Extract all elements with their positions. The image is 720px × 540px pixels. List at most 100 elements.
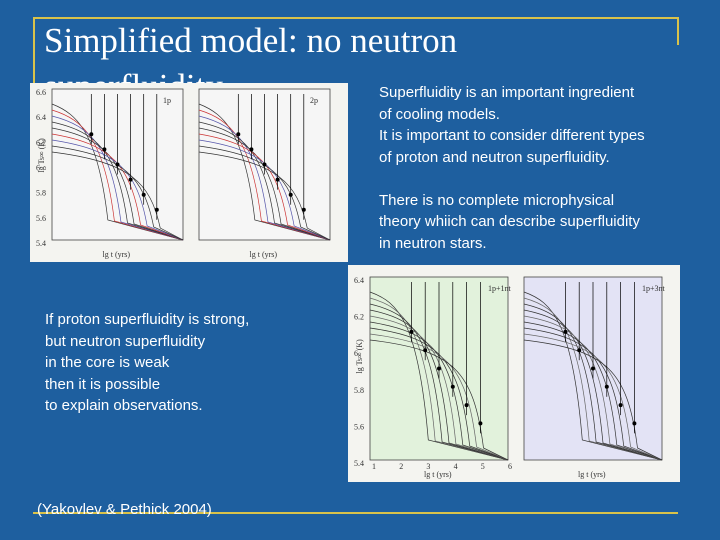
observation	[478, 421, 483, 426]
curve	[198, 151, 331, 241]
curve	[369, 327, 509, 461]
y-label: lg Ts∞ (K)	[37, 138, 46, 173]
observation	[563, 329, 568, 334]
x-tick-label: 4	[454, 462, 458, 471]
text-line	[379, 168, 645, 190]
curve	[523, 297, 663, 461]
x-tick-label: 1	[372, 462, 376, 471]
text-line: There is no complete microphysical	[379, 191, 615, 209]
y-tick-label: 6.2	[36, 138, 46, 147]
y-tick-label: 6	[354, 349, 358, 358]
x-tick-label: 6	[508, 462, 512, 471]
observation	[141, 192, 146, 197]
curve	[523, 291, 663, 461]
observation	[464, 403, 469, 408]
curve	[51, 145, 184, 241]
curve	[51, 151, 184, 241]
observation	[236, 132, 241, 137]
panel-label: 2p	[310, 96, 318, 105]
curve	[369, 339, 509, 461]
text-line: to explain observations.	[45, 397, 203, 414]
y-tick-label: 6.6	[36, 88, 46, 97]
text-line: of cooling models.	[379, 105, 500, 123]
observation	[275, 177, 280, 182]
y-tick-label: 5.6	[36, 214, 46, 223]
x-tick-label: 3	[426, 462, 430, 471]
observation	[102, 147, 107, 152]
x-tick-label: 5	[481, 462, 485, 471]
observation	[409, 329, 414, 334]
curve	[51, 103, 184, 241]
curve	[369, 303, 509, 461]
text-line: of proton and neutron superfluidity.	[379, 148, 610, 166]
curve	[198, 145, 331, 241]
y-label: lg Ts∞ (K)	[355, 339, 364, 374]
x-label: lg t (yrs)	[103, 250, 131, 259]
observation	[577, 348, 582, 353]
observation	[249, 147, 254, 152]
right-text: Superfluidity is an important ingredient…	[379, 82, 645, 254]
rule	[33, 17, 678, 19]
curve	[51, 109, 184, 241]
curve	[51, 127, 184, 241]
curve	[523, 333, 663, 461]
curve	[369, 333, 509, 461]
observation	[154, 207, 159, 212]
curve	[198, 109, 331, 241]
observation	[604, 384, 609, 389]
y-tick-label: 5.8	[354, 386, 364, 395]
observation	[437, 366, 441, 371]
y-tick-label: 6.4	[36, 113, 46, 122]
y-tick-label: 5.4	[354, 459, 364, 468]
curve	[369, 291, 509, 461]
x-label: lg t (yrs)	[250, 250, 278, 259]
observation	[89, 132, 94, 137]
text-line: If proton superfluidity is strong,	[45, 311, 250, 328]
rule	[33, 17, 35, 107]
observation	[115, 162, 120, 167]
text-line: then it is possible	[45, 375, 161, 393]
text-line: It is important to consider different ty…	[379, 127, 645, 144]
rule	[33, 512, 678, 514]
observation	[423, 348, 428, 353]
observation	[450, 384, 455, 389]
curve	[369, 309, 509, 461]
curve	[523, 339, 663, 461]
curve	[523, 303, 663, 461]
curve	[523, 327, 663, 461]
text-line: in neutron stars.	[379, 234, 487, 252]
observation	[262, 162, 267, 167]
text-line: theory whiich can describe superfluidity	[379, 213, 640, 230]
text-line: in the core is weak	[45, 354, 170, 371]
y-tick-label: 6.2	[354, 313, 364, 322]
rule	[677, 17, 679, 45]
y-tick-label: 6	[36, 164, 40, 173]
citation: (Yakovlev & Pethick 2004)	[37, 501, 212, 518]
curve	[369, 297, 509, 461]
observation	[288, 192, 293, 197]
x-label: lg t (yrs)	[424, 470, 452, 479]
curve	[198, 103, 331, 241]
panel-label: 1p+3nt	[642, 284, 666, 293]
observation	[618, 403, 623, 408]
panel-label: 1p	[163, 96, 171, 105]
curve	[198, 127, 331, 241]
text-line: but neutron superfluidity	[45, 332, 206, 350]
y-tick-label: 5.4	[36, 239, 46, 248]
observation	[591, 366, 595, 371]
x-label: lg t (yrs)	[578, 470, 606, 479]
x-tick-label: 2	[399, 462, 403, 471]
panel-label: 1p+1nt	[488, 284, 512, 293]
text-line: Superfluidity is an important ingredient	[379, 84, 635, 101]
curve	[523, 309, 663, 461]
y-tick-label: 6.4	[354, 276, 364, 285]
curve	[198, 115, 331, 241]
curve	[51, 115, 184, 241]
observation	[301, 207, 306, 212]
observation	[632, 421, 637, 426]
observation	[128, 177, 133, 182]
left-text: If proton superfluidity is strong, but ne…	[45, 309, 249, 417]
figure: 1p+1nt lg t (yrs) 1p+3nt lg t (yrs) 6.4 6.2 6 5…	[348, 265, 680, 482]
figure: 1p lg t (yrs) 2p lg t (yrs) 6.6 6.4 6.2 6 5.8 5.6…	[30, 83, 348, 262]
